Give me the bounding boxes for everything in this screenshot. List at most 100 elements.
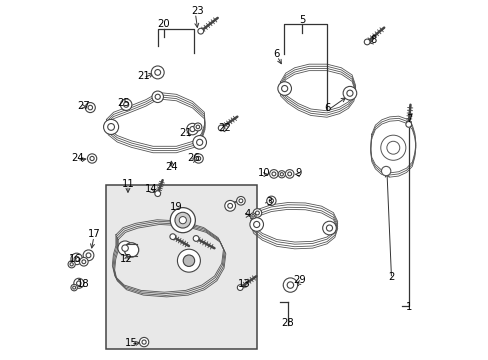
Circle shape <box>196 139 203 145</box>
Circle shape <box>80 257 88 266</box>
Text: 11: 11 <box>122 179 134 189</box>
Circle shape <box>343 86 356 100</box>
Text: 17: 17 <box>87 229 100 239</box>
Circle shape <box>86 253 91 258</box>
Circle shape <box>224 201 235 211</box>
Text: 20: 20 <box>157 19 170 29</box>
Circle shape <box>194 123 202 131</box>
Circle shape <box>193 235 199 241</box>
Circle shape <box>251 215 254 217</box>
Text: 4: 4 <box>244 209 250 219</box>
Circle shape <box>253 209 261 217</box>
Circle shape <box>74 278 83 288</box>
Circle shape <box>253 221 259 228</box>
Circle shape <box>151 66 164 79</box>
Circle shape <box>278 171 285 178</box>
Text: 21: 21 <box>179 129 191 138</box>
Circle shape <box>88 105 92 110</box>
Circle shape <box>155 191 160 197</box>
Circle shape <box>269 199 273 203</box>
Circle shape <box>196 156 200 161</box>
Circle shape <box>237 285 243 291</box>
Text: 24: 24 <box>165 162 178 172</box>
Circle shape <box>236 197 244 205</box>
Circle shape <box>71 284 77 291</box>
Circle shape <box>83 250 94 261</box>
Text: 15: 15 <box>124 338 137 348</box>
Circle shape <box>175 212 190 228</box>
Text: 24: 24 <box>71 153 84 163</box>
Circle shape <box>183 255 194 266</box>
Circle shape <box>73 286 76 289</box>
Circle shape <box>179 217 186 224</box>
Text: 18: 18 <box>77 279 89 289</box>
Circle shape <box>283 278 297 292</box>
Text: 5: 5 <box>298 15 305 26</box>
Text: 9: 9 <box>294 168 301 178</box>
Circle shape <box>227 203 232 208</box>
Circle shape <box>194 154 203 163</box>
Text: 16: 16 <box>69 254 81 264</box>
Text: 23: 23 <box>191 6 204 17</box>
Circle shape <box>286 282 293 288</box>
Circle shape <box>120 99 132 111</box>
Circle shape <box>266 196 276 206</box>
Circle shape <box>189 126 195 132</box>
Circle shape <box>107 123 114 130</box>
Circle shape <box>142 340 146 344</box>
Circle shape <box>386 141 399 154</box>
Circle shape <box>183 256 194 266</box>
Circle shape <box>277 82 291 95</box>
Text: 3: 3 <box>266 197 272 207</box>
Circle shape <box>74 256 79 261</box>
Circle shape <box>192 135 206 149</box>
Circle shape <box>239 199 243 203</box>
Circle shape <box>380 135 405 160</box>
Circle shape <box>155 69 160 75</box>
Circle shape <box>123 102 128 107</box>
Circle shape <box>155 94 160 99</box>
Circle shape <box>198 28 203 34</box>
Text: 25: 25 <box>117 98 130 108</box>
Circle shape <box>364 39 369 45</box>
Circle shape <box>77 281 81 285</box>
Circle shape <box>285 170 293 178</box>
Circle shape <box>405 122 411 127</box>
Text: 8: 8 <box>370 35 376 45</box>
Text: 6: 6 <box>273 49 280 59</box>
Circle shape <box>186 123 198 135</box>
Circle shape <box>196 125 199 129</box>
Circle shape <box>118 241 132 255</box>
Circle shape <box>322 221 336 235</box>
Text: 7: 7 <box>406 114 412 124</box>
Circle shape <box>124 243 139 257</box>
Circle shape <box>68 261 75 268</box>
Circle shape <box>87 154 97 163</box>
Circle shape <box>249 218 263 231</box>
Text: 19: 19 <box>170 202 183 212</box>
Circle shape <box>139 337 148 347</box>
Circle shape <box>218 125 224 131</box>
Circle shape <box>281 85 287 92</box>
Text: 21: 21 <box>137 71 149 81</box>
Circle shape <box>346 90 352 96</box>
Text: 27: 27 <box>77 102 89 112</box>
Circle shape <box>326 225 332 231</box>
Text: 1: 1 <box>406 302 412 312</box>
Circle shape <box>280 173 283 176</box>
Circle shape <box>255 211 259 215</box>
Bar <box>106 185 257 348</box>
Text: 12: 12 <box>120 254 132 264</box>
Text: 26: 26 <box>187 153 200 163</box>
Circle shape <box>122 245 128 251</box>
Circle shape <box>71 253 82 265</box>
Text: 10: 10 <box>257 168 270 178</box>
Text: 2: 2 <box>387 272 394 282</box>
Circle shape <box>81 260 85 264</box>
Circle shape <box>90 156 94 161</box>
Circle shape <box>103 120 119 134</box>
Text: 29: 29 <box>293 275 306 285</box>
Circle shape <box>85 103 95 113</box>
Text: 28: 28 <box>281 319 293 328</box>
Circle shape <box>169 234 175 239</box>
